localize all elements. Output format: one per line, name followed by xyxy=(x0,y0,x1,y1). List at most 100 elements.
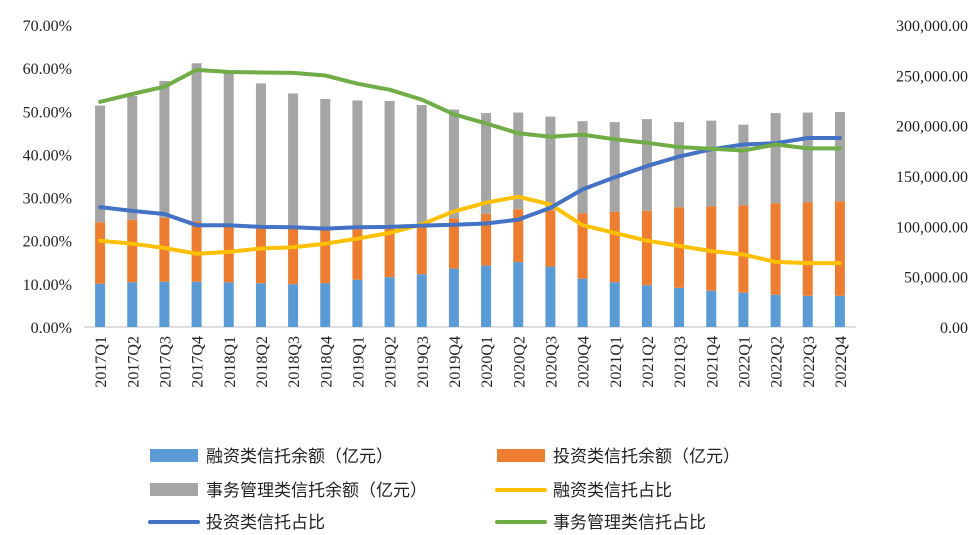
bar-segment-investment xyxy=(191,221,202,282)
bar-segment-investment xyxy=(288,226,299,285)
x-axis-tick-label: 2019Q4 xyxy=(447,336,464,388)
bar-segment-investment xyxy=(577,213,588,279)
x-axis-tick-label: 2018Q3 xyxy=(286,336,303,388)
bar-segment-financing xyxy=(545,266,556,327)
right-axis-tick-label: 300,000.00 xyxy=(896,18,968,35)
bar-segment-management xyxy=(577,121,588,214)
bar-segment-management xyxy=(674,122,685,208)
left-axis-tick-label: 30.00% xyxy=(23,191,72,208)
x-axis-tick-label: 2022Q1 xyxy=(736,336,753,388)
bar-segment-management xyxy=(770,113,781,204)
bar-segment-financing xyxy=(513,262,524,327)
bar-segment-management xyxy=(609,122,620,212)
bar-segment-financing xyxy=(416,274,427,327)
bar-segment-management xyxy=(288,93,299,227)
legend-swatch xyxy=(497,449,545,462)
bar-segment-management xyxy=(738,124,749,206)
right-axis-tick-label: 50,000.00 xyxy=(904,270,968,287)
bar-segment-financing xyxy=(384,277,395,327)
bar-segment-financing xyxy=(95,283,106,327)
x-axis-tick-label: 2020Q3 xyxy=(543,336,560,388)
x-axis-tick-label: 2020Q1 xyxy=(479,336,496,388)
x-axis-tick-label: 2018Q4 xyxy=(318,336,335,388)
left-axis-tick-label: 0.00% xyxy=(31,320,72,337)
left-axis-tick-label: 20.00% xyxy=(23,234,72,251)
bar-segment-financing xyxy=(352,279,363,327)
bar-segment-management xyxy=(384,101,395,227)
bar-segment-investment xyxy=(641,210,652,286)
x-axis-tick-label: 2022Q4 xyxy=(833,336,850,388)
bar-segment-investment xyxy=(802,202,813,296)
stacked-bars xyxy=(95,63,845,327)
x-axis-tick-label: 2022Q3 xyxy=(801,336,818,388)
legend-label: 事务管理类信托占比 xyxy=(553,513,706,533)
bar-segment-financing xyxy=(127,282,138,327)
x-axis-tick-label: 2017Q3 xyxy=(157,336,174,388)
bar-segment-investment xyxy=(545,210,556,267)
x-axis-tick-label: 2018Q1 xyxy=(222,336,239,388)
bar-segment-financing xyxy=(834,295,845,327)
bar-segment-financing xyxy=(674,287,685,327)
x-axis-tick-label: 2019Q2 xyxy=(383,336,400,388)
bar-segment-management xyxy=(834,112,845,202)
bar-segment-financing xyxy=(577,278,588,327)
legend-label: 投资类信托占比 xyxy=(206,513,325,533)
bar-segment-management xyxy=(706,120,717,207)
legend-swatch xyxy=(150,449,198,462)
bar-segment-management xyxy=(448,109,459,219)
x-axis-tick-label: 2017Q4 xyxy=(190,336,207,388)
bar-segment-investment xyxy=(352,227,363,280)
bar-segment-management xyxy=(481,113,492,214)
right-axis-tick-label: 250,000.00 xyxy=(896,68,968,85)
bar-segment-management xyxy=(127,95,138,220)
legend-label: 投资类信托余额（亿元） xyxy=(553,447,740,467)
bar-segment-financing xyxy=(706,290,717,327)
management-ratio-line xyxy=(98,67,842,153)
left-axis-tick-label: 60.00% xyxy=(23,61,72,78)
right-axis-tick-label: 0.00 xyxy=(940,320,968,337)
legend-label: 融资类信托占比 xyxy=(553,481,672,501)
bar-segment-financing xyxy=(191,281,202,327)
x-axis-tick-label: 2020Q2 xyxy=(511,336,528,388)
bar-segment-management xyxy=(255,83,266,227)
bar-segment-financing xyxy=(609,282,620,327)
bar-segment-management xyxy=(416,105,427,225)
x-axis-tick-label: 2019Q3 xyxy=(415,336,432,388)
ratio-lines xyxy=(98,67,842,266)
bar-segment-management xyxy=(352,100,363,228)
bar-segment-financing xyxy=(738,292,749,327)
x-axis-tick-label: 2017Q1 xyxy=(93,336,110,388)
left-axis-tick-labels: 0.00% 10.00% 20.00% 30.00% 40.00% 50.00% 60.00… xyxy=(23,18,72,337)
bar-segment-investment xyxy=(223,226,234,283)
x-axis-tick-label: 2021Q2 xyxy=(640,336,657,388)
right-axis-tick-label: 150,000.00 xyxy=(896,169,968,186)
left-axis-tick-label: 70.00% xyxy=(23,18,72,35)
bar-segment-investment xyxy=(95,222,106,284)
bar-segment-financing xyxy=(288,284,299,327)
legend: 融资类信托余额（亿元） 投资类信托余额（亿元） 事务管理类信托余额（亿元） 融资类信托… xyxy=(148,447,740,533)
x-axis-tick-labels: 2017Q1 2017Q2 2017Q3 2017Q4 2018Q1 2018Q2 2018… xyxy=(93,336,850,388)
x-axis-tick-label: 2018Q2 xyxy=(254,336,271,388)
bar-segment-financing xyxy=(223,282,234,327)
left-axis-tick-label: 40.00% xyxy=(23,147,72,164)
x-axis-tick-label: 2021Q1 xyxy=(608,336,625,388)
bar-segment-investment xyxy=(127,219,138,283)
x-axis-tick-label: 2022Q2 xyxy=(769,336,786,388)
bar-segment-financing xyxy=(159,281,170,327)
bar-segment-management xyxy=(513,112,524,210)
bar-segment-financing xyxy=(802,295,813,327)
bar-segment-investment xyxy=(834,201,845,296)
bar-segment-management xyxy=(95,105,106,223)
bar-segment-management xyxy=(191,63,202,222)
x-axis-tick-label: 2020Q4 xyxy=(576,336,593,388)
bar-segment-financing xyxy=(481,265,492,327)
right-axis-tick-label: 100,000.00 xyxy=(896,219,968,236)
bar-segment-financing xyxy=(641,285,652,327)
bar-segment-investment xyxy=(384,226,395,278)
right-axis-tick-label: 200,000.00 xyxy=(896,119,968,136)
bar-segment-investment xyxy=(770,203,781,295)
bar-segment-investment xyxy=(481,213,492,266)
bar-segment-management xyxy=(223,71,234,227)
financing-ratio-line xyxy=(98,194,842,266)
right-axis-tick-labels: 0.00 50,000.00 100,000.00 150,000.00 200,000… xyxy=(896,18,968,337)
